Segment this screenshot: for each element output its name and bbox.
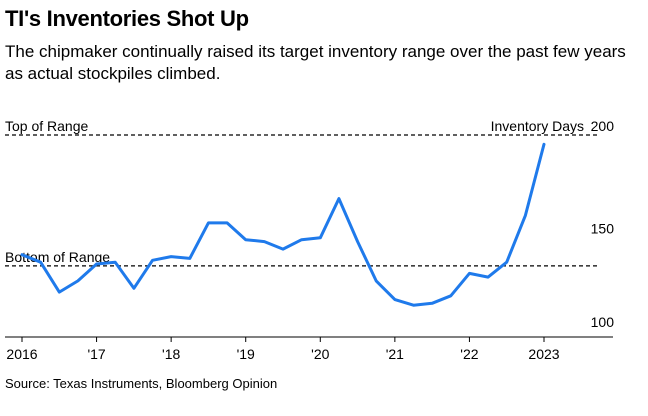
source-note: Source: Texas Instruments, Bloomberg Opi…	[5, 376, 278, 391]
data-point-1	[39, 261, 42, 264]
data-point-21	[412, 304, 415, 307]
data-point-9	[188, 257, 191, 260]
data-point-27	[524, 214, 527, 217]
data-point-25	[487, 276, 490, 279]
data-point-13	[263, 240, 266, 243]
data-point-10	[207, 221, 210, 224]
data-point-2	[58, 291, 61, 294]
x-tick-label-0: 2016	[6, 346, 37, 362]
inventory-days-line	[20, 142, 546, 307]
data-point-7	[151, 259, 154, 262]
data-point-20	[393, 298, 396, 301]
data-point-17	[337, 197, 340, 200]
data-point-19	[375, 279, 378, 282]
x-tick-label-7: 2023	[528, 346, 559, 362]
data-point-0	[21, 253, 24, 256]
y-tick-label-2: 200	[591, 118, 615, 134]
reference-lines: Top of Range Bottom of Range	[5, 118, 598, 267]
data-point-4	[95, 263, 98, 266]
y-axis-ticks: 100 150 200	[591, 118, 615, 330]
data-point-15	[300, 238, 303, 241]
data-point-28	[543, 143, 546, 146]
data-point-5	[114, 261, 117, 264]
x-tick-label-4: '20	[311, 346, 329, 362]
data-point-18	[356, 240, 359, 243]
data-point-6	[132, 287, 135, 290]
data-point-3	[76, 279, 79, 282]
data-point-16	[319, 236, 322, 239]
data-point-26	[505, 261, 508, 264]
x-tick-label-2: '18	[162, 346, 180, 362]
chart-subtitle: The chipmaker continually raised its tar…	[5, 42, 626, 83]
y-tick-label-0: 100	[591, 314, 615, 330]
x-tick-label-1: '17	[87, 346, 105, 362]
x-tick-label-3: '19	[237, 346, 255, 362]
inventory-days-points	[21, 143, 546, 307]
top-of-range-label: Top of Range	[5, 118, 88, 134]
data-point-11	[226, 221, 229, 224]
y-tick-label-1: 150	[591, 221, 615, 237]
bottom-of-range-label: Bottom of Range	[5, 249, 110, 265]
chart-title: TI's Inventories Shot Up	[5, 6, 249, 31]
data-point-24	[468, 272, 471, 275]
data-point-12	[244, 238, 247, 241]
data-point-22	[431, 302, 434, 305]
x-tick-label-5: '21	[386, 346, 404, 362]
data-point-8	[170, 255, 173, 258]
x-axis-ticks: 2016 '17 '18 '19 '20 '21 '22 2023	[6, 337, 560, 362]
data-point-14	[282, 248, 285, 251]
y-axis-label: Inventory Days	[491, 118, 584, 134]
x-tick-label-6: '22	[460, 346, 478, 362]
data-point-23	[449, 294, 452, 297]
